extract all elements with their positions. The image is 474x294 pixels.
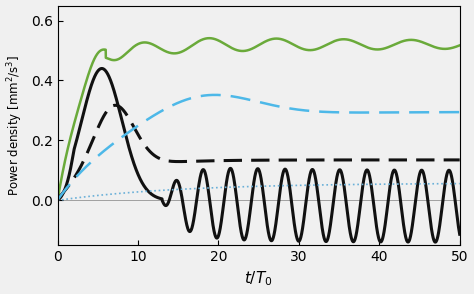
X-axis label: $t/T_0$: $t/T_0$	[245, 270, 273, 288]
Y-axis label: Power density $[\mathrm{mm}^2/\mathrm{s}^3]$: Power density $[\mathrm{mm}^2/\mathrm{s}…	[6, 55, 25, 196]
